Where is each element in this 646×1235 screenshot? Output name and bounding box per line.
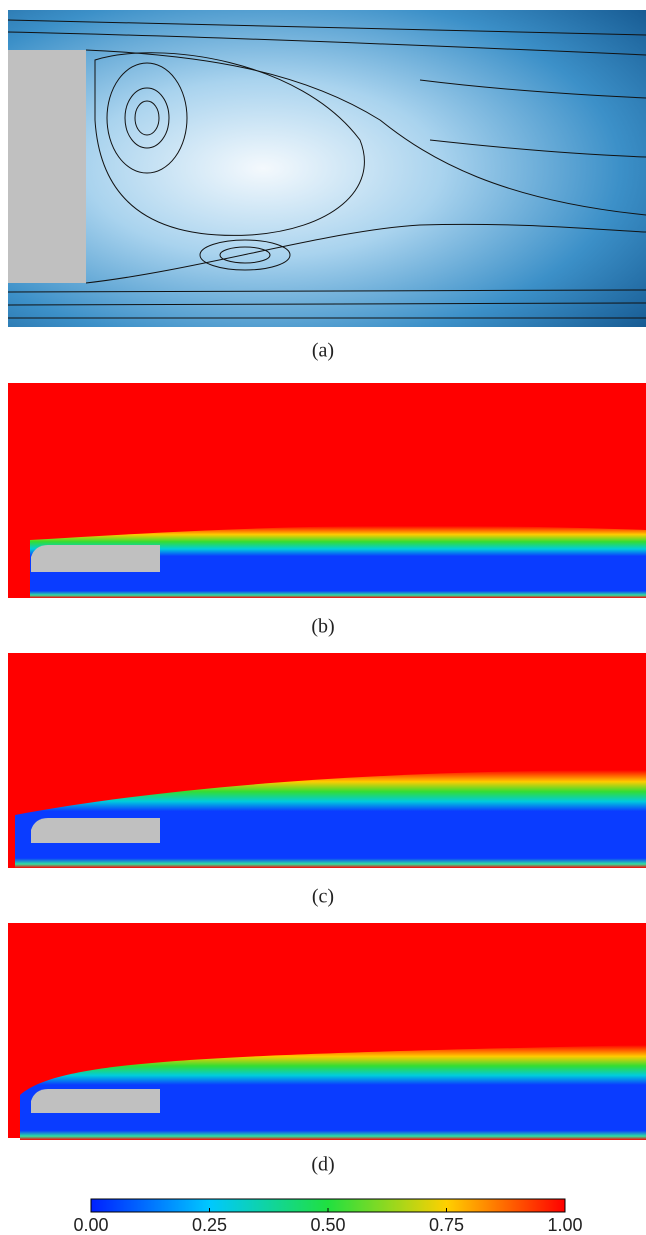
colorbar-tick-label: 0.00 (73, 1215, 108, 1235)
panel-label: (b) (311, 616, 334, 638)
streamline-panel (7, 10, 646, 327)
panel-label: (d) (311, 1154, 334, 1176)
panel-label: (a) (312, 340, 334, 362)
contour-panel (8, 923, 646, 1140)
contour-panel (8, 383, 646, 598)
panel-label: (c) (312, 886, 334, 908)
colorbar-tick-label: 0.25 (192, 1215, 227, 1235)
colorbar-tick-label: 0.75 (429, 1215, 464, 1235)
contour-panel (8, 653, 646, 868)
colorbar-tick-label: 1.00 (547, 1215, 582, 1235)
colorbar-tick-label: 0.50 (310, 1215, 345, 1235)
